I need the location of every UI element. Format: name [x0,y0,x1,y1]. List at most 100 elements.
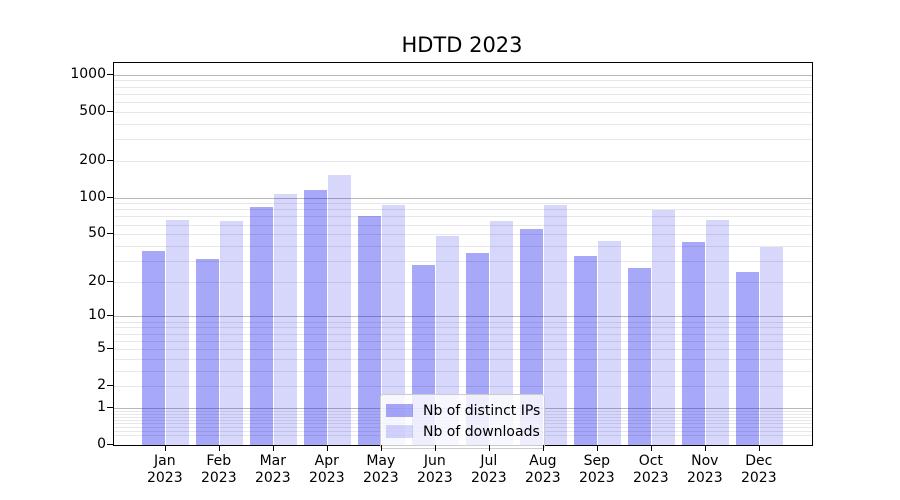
gridline-minor-500 [114,111,812,113]
y-tick-label-20: 20 [88,272,106,289]
legend-item-downloads: Nb of downloads [386,421,540,442]
x-tick-mark-jun [434,445,436,451]
gridline-minor-30 [114,260,812,262]
gridline-minor-60 [114,224,812,226]
y-tick-label-10: 10 [88,307,106,324]
gridline-major-10 [114,316,812,318]
x-tick-mark-sep [596,445,598,451]
x-tick-label-apr: Apr 2023 [308,453,345,486]
x-tick-mark-feb [218,445,220,451]
y-tick-mark-0 [107,444,113,445]
x-tick-mark-jul [488,445,490,451]
y-tick-label-0: 0 [97,436,106,452]
y-tick-label-1: 1 [97,398,106,415]
bar-distinct-ips-aug [520,229,544,445]
y-tick-mark-200 [107,159,113,161]
y-tick-label-2: 2 [97,377,106,394]
bar-downloads-jan [166,220,190,445]
bar-distinct-ips-dec [736,272,760,445]
x-tick-label-jun: Jun 2023 [416,453,453,486]
bar-downloads-apr [328,175,352,445]
x-tick-label-dec: Dec 2023 [740,453,777,486]
bar-downloads-aug [544,204,568,445]
y-tick-mark-1 [107,406,113,408]
gridline-minor-9 [114,321,812,323]
bar-distinct-ips-apr [304,190,328,445]
bar-distinct-ips-sep [574,255,598,445]
y-tick-label-1000: 1000 [70,65,106,82]
gridline-minor-700 [114,93,812,95]
x-tick-mark-dec [758,445,760,451]
x-tick-label-oct: Oct 2023 [632,453,669,486]
legend-item-distinct-ips: Nb of distinct IPs [386,400,540,421]
y-tick-mark-100 [107,196,113,198]
y-tick-mark-10 [107,315,113,317]
bar-downloads-nov [706,220,730,445]
y-tick-mark-2 [107,385,113,387]
y-tick-mark-1000 [107,73,113,75]
bar-distinct-ips-may [358,216,382,445]
bar-downloads-sep [598,240,622,445]
x-tick-mark-aug [542,445,544,451]
bar-distinct-ips-oct [628,268,652,445]
y-tick-mark-500 [107,110,113,112]
gridline-minor-900 [114,80,812,82]
gridline-minor-40 [114,245,812,247]
gridline-major-100 [114,197,812,199]
x-tick-mark-oct [650,445,652,451]
bar-downloads-dec [760,247,784,445]
bar-distinct-ips-nov [682,242,706,445]
gridline-minor-20 [114,281,812,283]
bar-downloads-jun [436,236,460,445]
y-tick-mark-20 [107,280,113,282]
bar-downloads-oct [652,210,676,445]
gridline-minor-8 [114,327,812,329]
bar-downloads-may [382,204,406,445]
x-tick-label-nov: Nov 2023 [686,453,723,486]
legend-label-distinct-ips: Nb of distinct IPs [423,402,541,419]
y-tick-label-100: 100 [79,188,106,205]
gridline-minor-200 [114,160,812,162]
y-tick-label-50: 50 [88,225,106,242]
x-tick-label-aug: Aug 2023 [524,453,561,486]
y-tick-label-5: 5 [97,339,106,356]
bar-downloads-jul [490,221,514,445]
y-tick-mark-50 [107,233,113,235]
gridline-minor-50 [114,234,812,236]
chart-title: HDTD 2023 [401,33,523,57]
legend-swatch-distinct-ips [386,404,413,417]
y-tick-label-500: 500 [79,102,106,119]
x-tick-label-jan: Jan 2023 [146,453,183,486]
x-tick-mark-apr [326,445,328,451]
x-tick-label-jul: Jul 2023 [470,453,507,486]
x-tick-label-feb: Feb 2023 [200,453,237,486]
bar-downloads-feb [220,221,244,445]
x-tick-mark-jan [164,445,166,451]
gridline-major-1000 [114,74,812,76]
gridline-minor-800 [114,86,812,88]
gridline-minor-6 [114,340,812,342]
x-tick-mark-mar [272,445,274,451]
x-tick-label-mar: Mar 2023 [254,453,291,486]
x-tick-label-may: May 2023 [362,453,399,486]
gridline-minor-400 [114,123,812,125]
gridline-minor-70 [114,216,812,218]
plot-area: Nb of distinct IPs Nb of downloads [113,62,813,449]
x-tick-mark-may [380,445,382,451]
legend-swatch-downloads [386,425,413,438]
gridline-minor-600 [114,101,812,103]
bar-downloads-mar [274,193,298,445]
x-tick-label-sep: Sep 2023 [578,453,615,486]
bar-distinct-ips-mar [250,206,274,445]
gridline-minor-80 [114,209,812,211]
bar-distinct-ips-feb [196,259,220,445]
gridline-minor-2 [114,386,812,388]
y-tick-label-200: 200 [79,151,106,168]
legend-label-downloads: Nb of downloads [423,423,540,440]
gridline-minor-7 [114,333,812,335]
gridline-minor-300 [114,139,812,140]
x-tick-mark-nov [704,445,706,451]
gridline-minor-4 [114,358,812,360]
gridline-minor-3 [114,370,812,372]
